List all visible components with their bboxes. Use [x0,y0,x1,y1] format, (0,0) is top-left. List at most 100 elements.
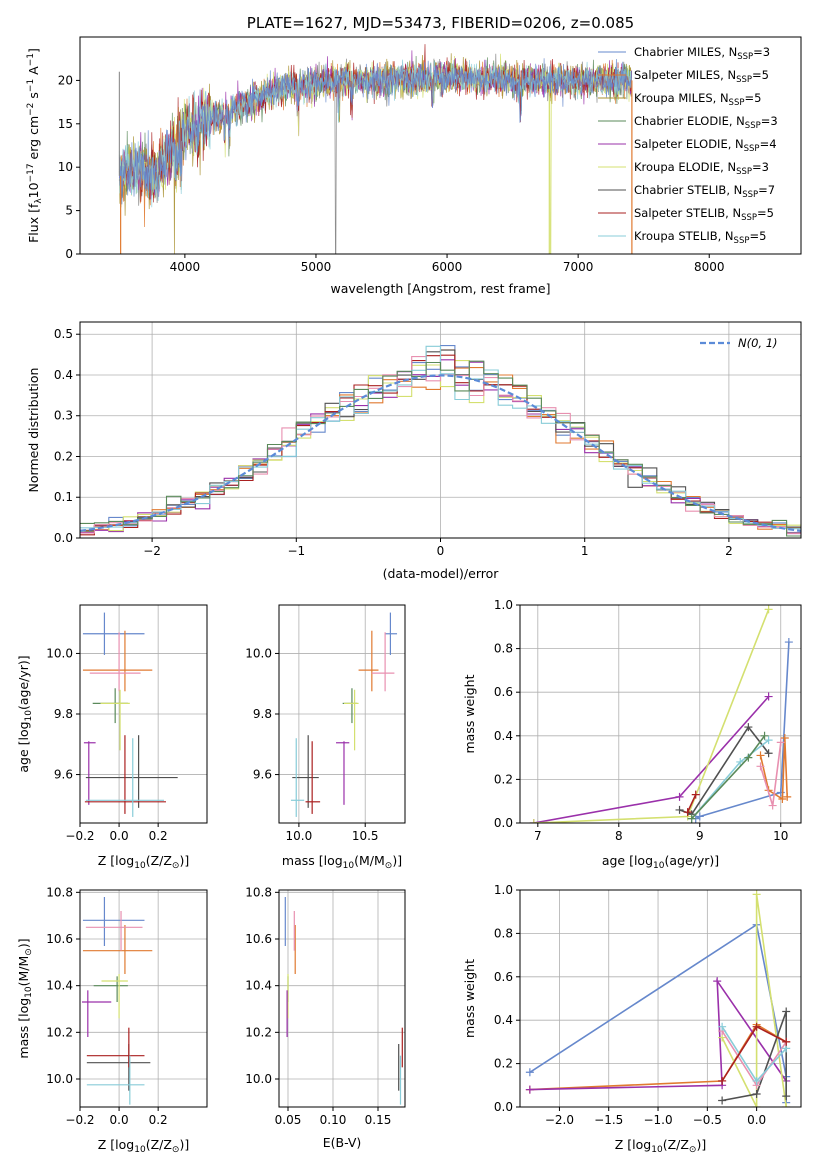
error-bars [82,612,178,817]
weight-marker [713,977,722,986]
plot-frame [79,321,802,539]
mass-vs-extinction-panel: 0.05 0.10 0.15 10.0 10.2 10.4 10.6 10.8 E(B-V) [245,885,406,1150]
x-tick-label: −2 [143,544,161,558]
legend-entry: Chabrier STELIB, NSSP=7 [634,183,775,200]
legend-entry: Kroupa STELIB, NSSP=5 [634,229,766,246]
x-tick-label: −0.5 [693,1113,722,1127]
x-tick-label: 0.2 [149,1113,168,1127]
y-tick-label: 0.2 [54,449,73,463]
x-axis-label: Z [log10(Z/Z⊙)] [615,1137,706,1155]
weight-marker [756,762,765,771]
plot-frame [519,604,802,824]
weight-marker [675,792,684,801]
x-tick-label: −0.2 [65,829,94,843]
x-axis-label: Z [log10(Z/Z⊙)] [98,1137,189,1155]
weight-marker [752,1022,761,1031]
weight-marker [718,1022,727,1031]
plot-frame [278,604,406,824]
mass-weight-vs-age-panel: 7 8 9 10 0.0 0.2 0.4 0.6 0.8 1.0 age [log10(age/yr… [462,598,802,871]
x-axis-label: E(B-V) [323,1135,362,1150]
weight-series-line [721,894,787,1107]
y-tick-label: 15 [58,117,73,131]
x-axis-label: age [log10(age/yr)] [602,853,719,871]
weight-marker [782,1037,791,1046]
legend-entry: Chabrier ELODIE, NSSP=3 [634,114,778,131]
y-tick-label: 0.4 [494,1013,513,1027]
x-axis-label: mass [log10(M/M⊙)] [282,853,402,871]
y-tick-label: 10.8 [245,885,272,899]
legend-entry: Salpeter MILES, NSSP=5 [634,68,769,85]
chart-title: PLATE=1627, MJD=53473, FIBERID=0206, z=0… [247,14,634,32]
y-tick-label: 0 [65,247,73,261]
y-tick-label: 0.4 [494,729,513,743]
weight-marker [756,751,765,760]
plot-frame [278,889,406,1108]
weight-marker [525,1068,534,1077]
legend-entry: Salpeter ELODIE, NSSP=4 [634,137,777,154]
plot-frame [519,889,802,1108]
spectrum-lines [118,44,633,254]
x-tick-label: −1.0 [643,1113,672,1127]
y-axis-label: Normed distribution [26,368,41,493]
y-tick-label: 10.6 [46,932,73,946]
y-axis-label: mass weight [462,674,477,753]
residual-panel: −2 −1 0 1 2 0.0 0.1 0.2 0.3 0.4 0.5 N(0, 1) (data-mo… [26,321,802,581]
spectrum-panel: 4000 5000 6000 7000 8000 0 5 10 15 20 Chabrier MIL… [26,14,802,296]
weight-series-line [533,696,770,823]
histograms [80,345,801,537]
y-tick-label: 10.0 [245,1072,272,1086]
legend-entry: Kroupa MILES, NSSP=5 [634,91,761,108]
legend-entry: Chabrier MILES, NSSP=3 [634,45,770,62]
y-tick-label: 0.2 [494,1057,513,1071]
weight-marker [776,738,785,747]
age-vs-metallicity-panel: −0.2 0.0 0.2 9.6 9.8 10.0 Z [log10(Z/Z⊙)] age [… [16,604,208,871]
y-tick-label: 10.6 [245,932,272,946]
legend-entry: Kroupa ELODIE, NSSP=3 [634,160,769,177]
x-tick-label: 10.5 [352,829,379,843]
x-tick-label: 8 [615,829,623,843]
x-tick-label: 1 [581,544,589,558]
x-axis-label: Z [log10(Z/Z⊙)] [98,853,189,871]
age-vs-mass-panel: 10.0 10.5 9.6 9.8 10.0 mass [log10(M/M⊙)] [245,604,406,871]
plot-frame [79,604,208,824]
x-tick-label: 7 [534,829,542,843]
x-tick-label: 5000 [301,260,332,274]
weight-marker [687,814,696,823]
x-tick-label: 8000 [694,260,725,274]
weight-marker [780,733,789,742]
legend: Chabrier MILES, NSSP=3 Salpeter MILES, NS… [598,45,778,246]
plot-frame [79,36,802,255]
error-bars [290,612,398,817]
y-tick-label: 0.6 [494,970,513,984]
y-tick-label: 0.3 [54,409,73,423]
y-tick-label: 10.0 [245,646,272,660]
weight-marker [783,792,792,801]
weight-marker [778,795,787,804]
y-tick-label: 10.2 [46,1025,73,1039]
weight-marker [782,1103,791,1107]
y-tick-label: 10.8 [46,885,73,899]
histogram-series [80,360,801,537]
x-tick-label: 0.05 [275,1113,302,1127]
spectrum-series-line [118,58,632,205]
y-tick-label: 0.0 [494,1100,513,1114]
y-axis-label: Flux [fλ10−17 erg cm−2 s−1 A−1] [26,48,44,243]
y-tick-label: 20 [58,73,73,87]
histogram-series [80,345,801,530]
x-tick-label: 0.0 [110,1113,129,1127]
x-tick-label: 6000 [432,260,463,274]
x-tick-label: 10.0 [286,829,313,843]
x-tick-label: −0.2 [65,1113,94,1127]
y-tick-label: 1.0 [494,598,513,612]
x-tick-label: −1 [287,544,305,558]
x-tick-label: −1.5 [594,1113,623,1127]
y-tick-label: 10.4 [46,979,73,993]
mass-weight-vs-metallicity-panel: −2.0 −1.5 −1.0 −0.5 0.0 0.0 0.2 0.4 0.6 0.8 1.0 Z [… [462,883,802,1155]
y-tick-label: 10.0 [46,1072,73,1086]
weight-marker [752,890,761,899]
weight-marker [764,605,773,614]
x-tick-label: 9 [696,829,704,843]
weight-marker [744,753,753,762]
weight-series-line [533,609,770,823]
